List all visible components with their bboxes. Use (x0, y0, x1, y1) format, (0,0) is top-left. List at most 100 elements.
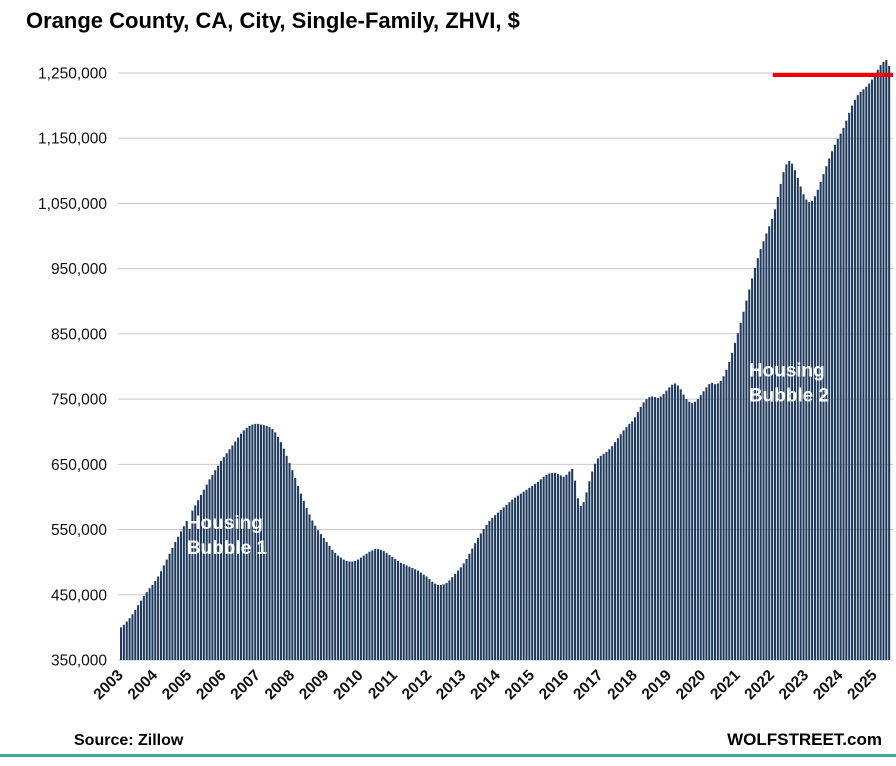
month-bar (736, 333, 739, 660)
month-bar (328, 545, 331, 660)
month-bar (502, 507, 505, 660)
month-bar (436, 584, 440, 660)
y-tick-label: 1,050,000 (38, 196, 107, 213)
month-bar (422, 574, 425, 660)
month-bar (456, 570, 460, 660)
month-bar (619, 434, 622, 660)
month-bar (576, 498, 579, 660)
y-tick-label: 1,150,000 (38, 131, 107, 148)
month-bar (733, 343, 736, 660)
month-bar (876, 69, 879, 661)
month-bar (865, 86, 868, 660)
month-bar (231, 445, 234, 660)
month-bar (222, 457, 225, 660)
month-bar (131, 614, 134, 660)
month-bar (445, 583, 448, 660)
month-bar (779, 183, 782, 660)
month-bar (765, 233, 768, 660)
month-bar (771, 219, 774, 660)
month-bar (339, 557, 342, 660)
month-bar (374, 549, 377, 660)
month-bar (822, 174, 825, 660)
month-bar (419, 572, 422, 660)
month-bar (265, 425, 268, 660)
month-bar (128, 618, 131, 660)
month-bar (319, 534, 322, 660)
month-bar (639, 406, 642, 660)
month-bar (688, 401, 691, 660)
month-bar (354, 560, 357, 660)
month-bar (159, 571, 163, 660)
month-bar (120, 627, 123, 660)
month-bar (648, 397, 651, 660)
month-bar (379, 549, 382, 660)
month-bar (259, 424, 262, 660)
month-bar (756, 258, 759, 660)
month-bar (134, 609, 137, 660)
x-tick-label: 2021 (707, 667, 744, 704)
month-bar (442, 584, 445, 660)
x-axis-labels: 2003200420052006200720082009201020112012… (90, 667, 881, 704)
month-bar (314, 525, 317, 660)
month-bar (377, 549, 380, 660)
month-bar (454, 573, 457, 660)
x-tick-label: 2005 (159, 667, 196, 704)
month-bar (294, 478, 297, 660)
month-bar (805, 199, 808, 660)
month-bar (728, 361, 731, 660)
month-bar (722, 376, 725, 660)
month-bar (602, 453, 605, 660)
month-bar (768, 226, 771, 660)
month-bar (268, 427, 271, 660)
month-bar (154, 581, 157, 660)
month-bar (388, 554, 391, 660)
month-bar (611, 446, 614, 660)
month-bar (579, 506, 582, 660)
month-bar (788, 161, 791, 661)
month-bar (185, 521, 188, 660)
month-bar (882, 61, 885, 661)
month-bar (699, 395, 702, 660)
month-bar (334, 553, 337, 660)
month-bar (425, 576, 428, 660)
month-bar (868, 83, 871, 660)
month-bar (685, 399, 688, 660)
month-bar (879, 65, 882, 661)
month-bar (434, 583, 437, 660)
brand-credit: WOLFSTREET.com (727, 730, 882, 749)
month-bar (514, 497, 517, 660)
month-bar (671, 384, 674, 660)
month-bar (588, 481, 591, 660)
month-bar (505, 504, 508, 660)
month-bar (137, 605, 140, 660)
month-bar (371, 550, 374, 660)
x-tick-label: 2012 (399, 667, 435, 703)
month-bar (799, 186, 802, 661)
month-bar (368, 551, 371, 660)
month-bar (491, 517, 494, 660)
y-axis-labels: 350,000 450,000 550,000 650,000 750,000 850,0… (38, 66, 107, 670)
month-bar (702, 391, 705, 660)
month-bar (274, 432, 277, 660)
x-tick-label: 2009 (296, 667, 333, 704)
y-tick-label: 1,250,000 (38, 66, 107, 83)
month-bar (753, 268, 756, 660)
month-bar (696, 399, 699, 660)
month-bar (571, 468, 574, 660)
month-bar (271, 429, 274, 660)
month-bar (345, 560, 348, 660)
x-tick-label: 2013 (433, 667, 470, 704)
month-bar (471, 548, 474, 660)
x-tick-label: 2019 (639, 667, 676, 704)
month-bar (171, 547, 174, 660)
x-tick-label: 2015 (502, 667, 539, 704)
month-bar (508, 502, 511, 660)
month-bar (362, 555, 365, 660)
month-bar (554, 472, 557, 660)
month-bar (394, 558, 397, 660)
month-bar (414, 569, 417, 660)
month-bar (499, 509, 502, 660)
month-bar (625, 427, 628, 660)
month-bar (157, 576, 160, 660)
month-bar (522, 491, 525, 660)
